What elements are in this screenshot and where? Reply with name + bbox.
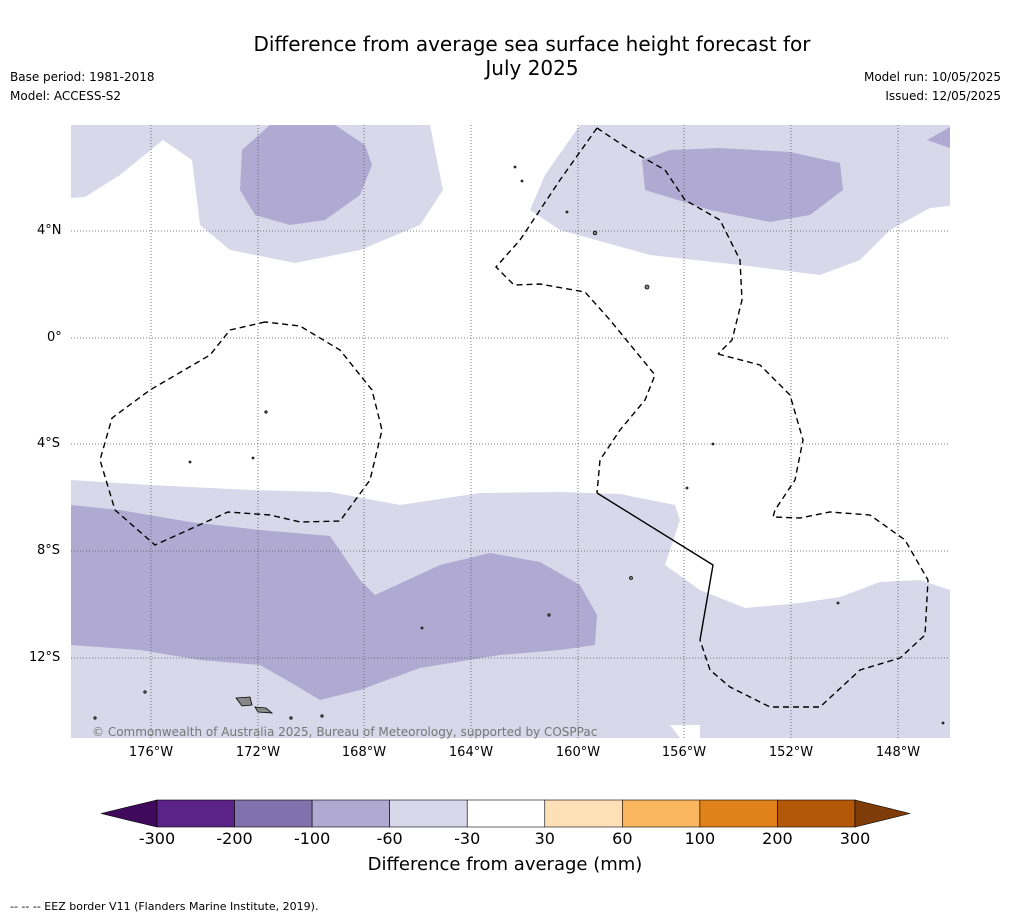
island-dot <box>320 714 324 718</box>
island-dot <box>188 460 192 464</box>
lon-label-148w: 148°W <box>875 745 921 760</box>
island-dot <box>592 230 598 236</box>
island-samoa-east <box>254 706 274 714</box>
colorbar-segment <box>156 799 235 828</box>
islands <box>93 165 945 725</box>
title-line-2: July 2025 <box>485 56 579 80</box>
title-line-1: Difference from average sea surface heig… <box>253 32 811 56</box>
lon-label-160w: 160°W <box>555 745 601 760</box>
colorbar-tick-label: -30 <box>454 829 481 848</box>
colorbar-tick-label: -300 <box>138 829 176 848</box>
eez-border-east <box>699 353 929 708</box>
issued-date: Issued: 12/05/2025 <box>885 89 1001 103</box>
graticule <box>71 125 950 738</box>
lon-label-164w: 164°W <box>448 745 494 760</box>
colorbar-tick-label: 30 <box>534 829 555 848</box>
colorbar-tick-label: 60 <box>612 829 633 848</box>
lat-label-4n: 4°N <box>37 223 62 238</box>
colorbar-segment <box>777 799 856 828</box>
colorbar-segment <box>466 799 546 828</box>
lon-label-152w: 152°W <box>768 745 814 760</box>
colorbar-extend-high <box>854 799 911 828</box>
lon-label-176w: 176°W <box>128 745 174 760</box>
island-dot <box>143 690 147 694</box>
island-dot <box>685 486 689 490</box>
lat-label-0: 0° <box>47 330 62 345</box>
meta-right: Model run: 10/05/2025 Issued: 12/05/2025 <box>864 68 1001 106</box>
base-period: Base period: 1981-2018 <box>10 70 155 84</box>
colorbar-tick-label: -60 <box>376 829 403 848</box>
lon-label-156w: 156°W <box>661 745 707 760</box>
colorbar-tick-label: 200 <box>762 829 793 848</box>
colorbar-segment <box>622 799 701 828</box>
model-name: Model: ACCESS-S2 <box>10 89 122 103</box>
colorbar-segment <box>234 799 313 828</box>
colorbar-tick-label: -200 <box>216 829 253 848</box>
boundary-line-solid <box>596 492 714 641</box>
island-dot <box>251 456 255 460</box>
eez-borders <box>99 127 929 708</box>
lon-label-172w: 172°W <box>235 745 281 760</box>
colorbar-tick-label: 100 <box>684 829 716 848</box>
island-dot <box>513 165 517 169</box>
island-dot <box>629 576 633 580</box>
island-dot <box>547 613 551 617</box>
colorbar-segment <box>544 799 623 828</box>
colorbar-segment <box>311 799 390 828</box>
colorbar-segment <box>389 799 468 828</box>
model-run: Model run: 10/05/2025 <box>863 70 1001 84</box>
anomaly-region-north-east-corner <box>927 127 950 148</box>
eez-border-west <box>99 321 383 546</box>
island-dot <box>264 410 268 414</box>
island-dot <box>420 626 424 630</box>
island-dot <box>644 284 650 290</box>
anomaly-region-south-mid <box>71 505 597 700</box>
island-samoa-west <box>235 696 253 707</box>
colorbar-tick-label: 300 <box>839 829 871 848</box>
island-dot <box>711 442 715 446</box>
lon-label-168w: 168°W <box>341 745 387 760</box>
anomaly-region-north-west-mid <box>240 125 372 225</box>
island-dot <box>836 601 840 605</box>
island-dot <box>520 179 524 183</box>
colorbar-tick-label: -100 <box>293 829 331 848</box>
footnote-eez-source: -- -- -- EEZ border V11 (Flanders Marine… <box>10 900 319 913</box>
eez-border-central <box>495 127 743 494</box>
island-dot <box>941 721 945 725</box>
island-dot <box>93 716 97 720</box>
island-dot <box>565 210 569 214</box>
colorbar-extend-low <box>100 799 158 828</box>
colorbar-label: Difference from average (mm) <box>367 854 643 875</box>
island-dot <box>289 716 293 720</box>
colorbar-segment <box>699 799 778 828</box>
copyright-notice: © Commonwealth of Australia 2025, Bureau… <box>92 725 598 739</box>
lat-label-8s: 8°S <box>37 543 61 558</box>
colorbar <box>100 799 911 828</box>
meta-left: Base period: 1981-2018 Model: ACCESS-S2 <box>10 68 155 106</box>
lat-label-12s: 12°S <box>29 650 61 665</box>
map-title: Difference from average sea surface heig… <box>232 32 832 80</box>
lat-label-4s: 4°S <box>37 436 61 451</box>
